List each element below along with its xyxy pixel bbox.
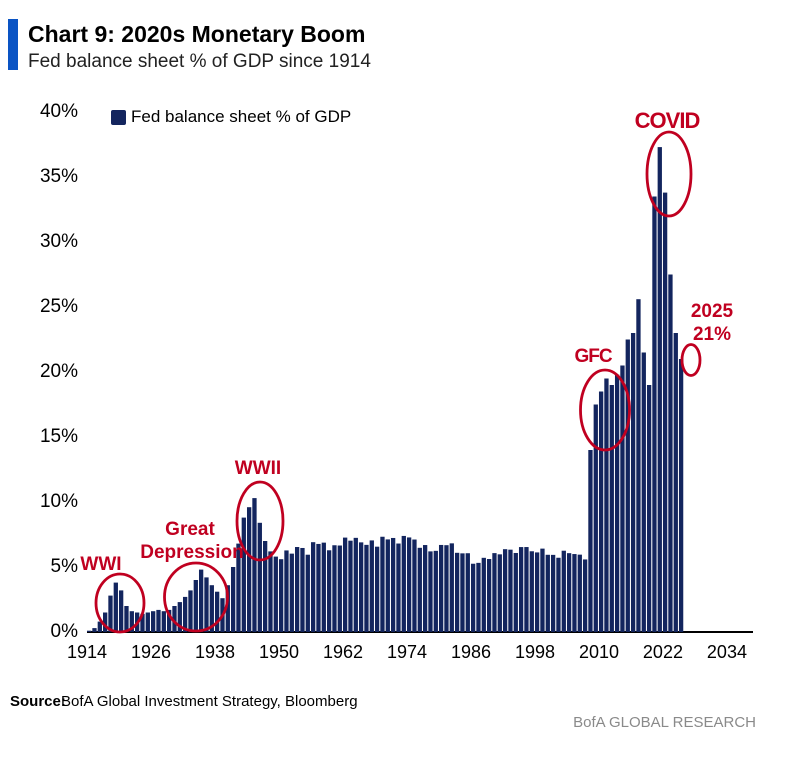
svg-text:1974: 1974 <box>387 642 427 662</box>
svg-text:Great: Great <box>165 519 215 540</box>
svg-text:2010: 2010 <box>579 642 619 662</box>
svg-text:1962: 1962 <box>323 642 363 662</box>
svg-text:COVID: COVID <box>635 108 700 133</box>
svg-text:Chart 9: 2020s Monetary Boom: Chart 9: 2020s Monetary Boom <box>28 21 365 47</box>
svg-text:15%: 15% <box>40 426 78 447</box>
svg-text:10%: 10% <box>40 491 78 512</box>
svg-text:Fed balance sheet % of GDP: Fed balance sheet % of GDP <box>131 107 351 126</box>
svg-text:1950: 1950 <box>259 642 299 662</box>
svg-text:30%: 30% <box>40 231 78 252</box>
svg-text:35%: 35% <box>40 166 78 187</box>
svg-text:Fed balance sheet % of GDP sin: Fed balance sheet % of GDP since 1914 <box>28 51 371 72</box>
svg-text:BofA Global Investment Strateg: BofA Global Investment Strategy, Bloombe… <box>61 693 358 710</box>
svg-text:1998: 1998 <box>515 642 555 662</box>
svg-text:20%: 20% <box>40 361 78 382</box>
svg-text:25%: 25% <box>40 296 78 317</box>
svg-text:1938: 1938 <box>195 642 235 662</box>
svg-text:1986: 1986 <box>451 642 491 662</box>
svg-text:2025: 2025 <box>691 301 734 322</box>
svg-text:WWII: WWII <box>235 458 281 479</box>
svg-text:WWI: WWI <box>80 554 121 575</box>
svg-text:40%: 40% <box>40 101 78 122</box>
svg-text:2034: 2034 <box>707 642 747 662</box>
svg-text:5%: 5% <box>51 556 79 577</box>
svg-text:BofA GLOBAL RESEARCH: BofA GLOBAL RESEARCH <box>573 714 756 731</box>
svg-text:21%: 21% <box>693 324 731 345</box>
svg-text:GFC: GFC <box>574 346 612 367</box>
svg-text:0%: 0% <box>51 621 79 642</box>
svg-text:1914: 1914 <box>67 642 107 662</box>
svg-text:2022: 2022 <box>643 642 683 662</box>
svg-text:1926: 1926 <box>131 642 171 662</box>
svg-text:Source:: Source: <box>10 693 66 710</box>
svg-text:Depression: Depression <box>140 542 243 563</box>
